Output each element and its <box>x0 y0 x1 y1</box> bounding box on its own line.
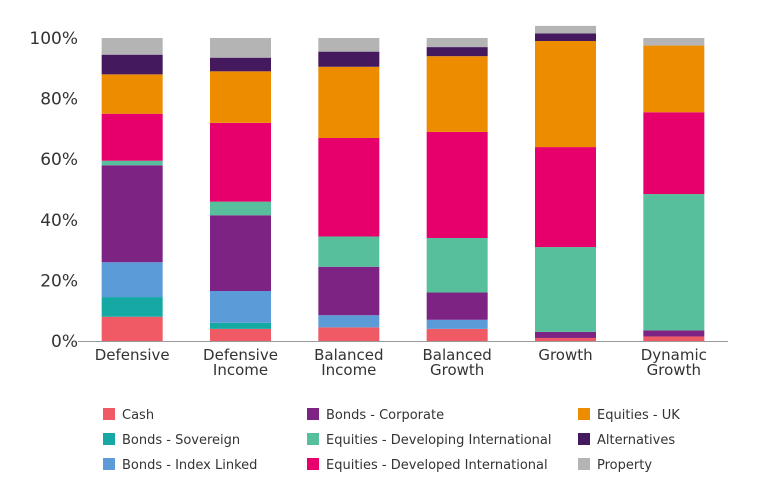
bar-segment-2-8 <box>210 57 271 72</box>
legend-label-7: Equities - UK <box>597 408 680 423</box>
bar-segment-3-1 <box>318 327 380 341</box>
x-category-label-4-line-2: Growth <box>430 361 484 379</box>
bar-segment-2-9 <box>210 38 271 58</box>
bar-segment-4-7 <box>426 56 488 132</box>
bar-segment-6-7 <box>643 45 705 113</box>
bar-segment-4-5 <box>426 237 488 293</box>
bar-segment-1-2 <box>101 297 163 317</box>
y-tick-label-80: 80% <box>40 90 78 110</box>
bar-segment-6-5 <box>643 194 705 331</box>
bar-segment-1-6 <box>101 113 163 161</box>
bar-segment-5-7 <box>535 41 596 148</box>
x-category-label-6-line-2: Growth <box>647 361 701 379</box>
legend-label-5: Equities - Developing International <box>326 433 551 448</box>
bar-segment-3-4 <box>318 266 380 316</box>
legend-swatch-2 <box>103 433 115 445</box>
bar-segment-1-5 <box>101 160 163 166</box>
bar-segment-5-5 <box>535 247 596 332</box>
bar-segment-3-7 <box>318 66 380 138</box>
x-axis-categories: Defensive DefensiveIncomeBalancedIncomeBa… <box>95 346 707 379</box>
bar-segment-6-6 <box>643 112 705 195</box>
y-tick-label-20: 20% <box>40 271 78 291</box>
bar-segment-3-6 <box>318 137 380 237</box>
legend-label-2: Bonds - Sovereign <box>122 433 240 448</box>
x-category-label-1-line-1: Defensive <box>95 346 170 364</box>
legend-swatch-4 <box>307 408 319 420</box>
legend-swatch-7 <box>578 408 590 420</box>
bar-segment-5-9 <box>535 25 596 34</box>
bar-segment-2-3 <box>210 291 271 323</box>
bar-segment-4-6 <box>426 131 488 238</box>
bar-segment-5-6 <box>535 147 596 248</box>
x-category-label-2-line-2: Income <box>213 361 268 379</box>
x-category-label-3-line-2: Income <box>321 361 376 379</box>
x-category-label-3-line-1: Balanced <box>314 346 383 364</box>
bar-segment-1-8 <box>101 54 163 75</box>
y-tick-label-0: 0% <box>51 332 78 352</box>
legend-label-4: Bonds - Corporate <box>326 408 444 423</box>
bar-segment-2-1 <box>210 328 271 341</box>
y-tick-label-60: 60% <box>40 150 78 170</box>
legend-label-8: Alternatives <box>597 433 675 448</box>
legend-label-6: Equities - Developed International <box>326 458 548 473</box>
legend-swatch-3 <box>103 458 115 470</box>
y-tick-label-40: 40% <box>40 211 78 231</box>
bar-segment-1-7 <box>101 74 163 114</box>
y-axis-ticks: 0% 20% 40% 60% 80% 100% <box>29 29 78 352</box>
bar-segment-6-9 <box>643 38 705 46</box>
bar-segment-4-4 <box>426 292 488 320</box>
x-category-label-4-line-1: Balanced <box>422 346 491 364</box>
bar-segment-2-6 <box>210 122 271 202</box>
bar-segment-5-8 <box>535 33 596 42</box>
bar-segment-2-5 <box>210 201 271 216</box>
bar-segment-6-1 <box>643 336 705 341</box>
legend-swatch-1 <box>103 408 115 420</box>
bar-segment-4-9 <box>426 38 488 48</box>
bar-segment-2-7 <box>210 71 271 123</box>
legend: Cash Bonds - Sovereign Bonds - Index Linke… <box>103 408 680 473</box>
x-category-label-2-line-1: Defensive <box>203 346 278 364</box>
legend-swatch-5 <box>307 433 319 445</box>
bar-segment-3-9 <box>318 38 380 52</box>
bar-segment-2-2 <box>210 322 271 329</box>
bar-segment-2-4 <box>210 215 271 291</box>
bar-segment-4-1 <box>426 328 488 341</box>
bar-segment-1-9 <box>101 38 163 55</box>
bar-segment-4-3 <box>426 319 488 329</box>
bar-segment-5-4 <box>535 331 596 338</box>
bar-segment-1-4 <box>101 165 163 263</box>
y-tick-label-100: 100% <box>29 29 78 49</box>
bar-segment-6-4 <box>643 330 705 337</box>
x-category-label-5-line-1: Growth <box>538 346 592 364</box>
bar-segment-3-8 <box>318 51 380 67</box>
legend-swatch-8 <box>578 433 590 445</box>
bar-segment-5-1 <box>535 337 596 341</box>
bar-segment-1-3 <box>101 262 163 298</box>
legend-label-1: Cash <box>122 408 154 423</box>
bars-layer <box>101 25 705 341</box>
legend-swatch-9 <box>578 458 590 470</box>
legend-swatch-6 <box>307 458 319 470</box>
bar-segment-4-8 <box>426 47 488 57</box>
bar-segment-3-3 <box>318 315 380 328</box>
x-category-label-6-line-1: Dynamic <box>641 346 707 364</box>
legend-label-3: Bonds - Index Linked <box>122 458 257 473</box>
legend-label-9: Property <box>597 458 652 473</box>
bar-segment-3-5 <box>318 236 380 267</box>
bar-segment-1-1 <box>101 316 163 341</box>
